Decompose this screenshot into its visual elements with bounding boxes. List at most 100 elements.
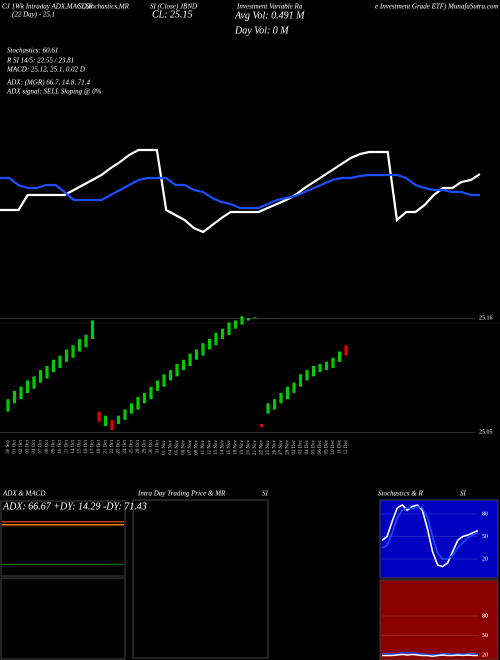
annotation: SI,Stochastics,MR <box>78 3 130 11</box>
x-tick-label: 06 Dec <box>318 439 323 454</box>
macd-frame <box>0 577 126 660</box>
candle-body <box>305 370 309 381</box>
candle-body <box>84 334 88 348</box>
y-tick-label: 80 <box>482 511 488 517</box>
x-tick-label: 28 Oct <box>136 439 141 453</box>
x-tick-label: 07 Oct <box>39 439 44 453</box>
y-tick-label: 80 <box>482 613 488 619</box>
x-tick-label: 21 Nov <box>253 440 258 455</box>
annotation: Stochastics: 60.61 <box>7 47 58 55</box>
x-tick-label: 02 Oct <box>19 439 24 453</box>
x-tick-label: 14 Nov <box>221 440 226 455</box>
annotation: CL: 25.15 <box>152 9 193 20</box>
x-tick-label: 07 Nov <box>188 440 193 455</box>
candle-body <box>266 403 270 414</box>
candle-body <box>90 320 95 340</box>
candle-body <box>331 357 335 369</box>
candle-body <box>214 332 218 346</box>
x-tick-label: 15 Oct <box>78 439 83 453</box>
candle-body <box>97 411 101 422</box>
x-tick-label: 25 Oct <box>130 439 135 453</box>
x-tick-label: 14 Oct <box>71 439 76 453</box>
x-tick-label: 11 Oct <box>65 439 70 453</box>
x-tick-label: 22 Nov <box>260 440 265 455</box>
candle-body <box>155 380 160 391</box>
y-tick-label: 50 <box>482 633 488 639</box>
candle-body <box>324 361 329 371</box>
x-tick-label: 13 Nov <box>214 440 219 455</box>
candle-body <box>188 353 192 366</box>
candle-body <box>110 419 114 431</box>
candle-body <box>272 399 277 410</box>
annotation: ADX signal: SELL Sloping @ 0% <box>6 88 102 96</box>
candle-body <box>64 349 69 362</box>
candle-body <box>103 415 108 427</box>
x-tick-label: 02 Dec <box>292 439 297 454</box>
annotation: SI <box>460 490 467 498</box>
x-tick-label: 15 Nov <box>227 440 232 455</box>
x-tick-label: 05 Dec <box>312 439 317 454</box>
x-tick-label: 03 Oct <box>26 439 31 453</box>
x-tick-label: 29 Oct <box>143 439 148 453</box>
candle-body <box>194 349 199 360</box>
annotation: ADX & MACD <box>2 490 45 498</box>
candle-body <box>6 399 10 412</box>
y-tick-label: 20 <box>482 556 488 562</box>
x-tick-label: 04 Dec <box>305 439 310 454</box>
annotation: R SI 14/5: 22.55 / 23.81 <box>6 57 74 65</box>
candle-body <box>123 409 127 420</box>
adx-values: ADX: 66.67 +DY: 14.29 -DY: 71.43 <box>2 501 147 512</box>
candle-body <box>246 318 251 321</box>
candle-body <box>201 343 205 356</box>
candle-body <box>25 380 30 393</box>
x-tick-label: 30 Sep <box>6 440 11 454</box>
candle-body <box>337 351 342 362</box>
candle-body <box>292 382 296 393</box>
annotation: Stochastics & R <box>378 490 423 498</box>
x-tick-label: 03 Dec <box>299 439 304 454</box>
annotation: SI <box>262 490 269 498</box>
candle-body <box>318 363 322 373</box>
candle-body <box>12 390 17 404</box>
candle-body <box>149 386 153 400</box>
annotation: CJ 1Wk Intraday ADX,MACD,R <box>2 3 93 11</box>
candle-body <box>71 345 75 358</box>
x-tick-label: 23 Oct <box>117 439 122 453</box>
x-tick-label: 19 Nov <box>240 440 245 455</box>
x-tick-label: 20 Nov <box>247 440 252 455</box>
x-tick-label: 11 Dec <box>338 439 343 454</box>
x-tick-label: 30 Oct <box>149 439 154 453</box>
stochastic-frame <box>379 499 499 579</box>
x-tick-label: 01 Nov <box>162 440 167 455</box>
x-tick-label: 16 Oct <box>84 439 89 453</box>
candle-body <box>136 397 140 410</box>
x-tick-label: 12 Nov <box>208 440 213 455</box>
x-tick-label: 26 Nov <box>273 440 278 455</box>
x-tick-label: 11 Nov <box>201 440 206 455</box>
candle-body <box>175 363 179 377</box>
candle-body <box>285 386 290 400</box>
x-tick-label: 04 Oct <box>32 439 37 453</box>
x-tick-label: 08 Nov <box>195 440 200 455</box>
annotation: SI (Close) JBND <box>150 3 197 11</box>
candle-body <box>116 415 121 424</box>
x-tick-label: 24 Oct <box>123 439 128 453</box>
y-tick-label: 25.16 <box>479 316 493 322</box>
x-tick-label: 04 Nov <box>169 440 174 455</box>
candle-body <box>344 345 348 356</box>
candle-body <box>181 359 186 371</box>
x-tick-label: 10 Dec <box>331 439 336 454</box>
x-tick-label: 05 Nov <box>175 440 180 455</box>
x-tick-label: 09 Dec <box>325 439 330 454</box>
candle-body <box>253 317 257 319</box>
candle-body <box>233 320 238 329</box>
annotation: ADX: (MGR) 66.7, 14.8, 71.4 <box>6 79 91 87</box>
y-tick-label: 50 <box>482 534 488 540</box>
intraday-frame <box>132 499 269 659</box>
series-line <box>0 173 480 210</box>
candle-body <box>311 366 316 377</box>
series-line <box>382 653 478 658</box>
x-tick-label: 21 Oct <box>104 439 109 453</box>
candle-body <box>162 374 166 387</box>
